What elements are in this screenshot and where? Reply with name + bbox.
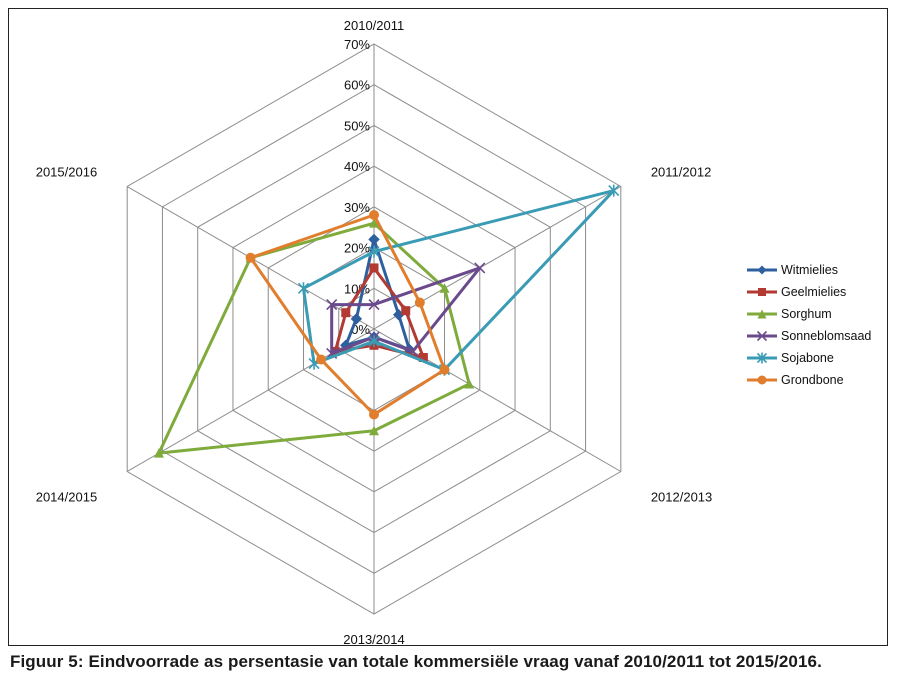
legend-label: Sonneblomsaad: [781, 329, 872, 343]
axis-label: 2013/2014: [343, 632, 404, 645]
legend-item-witmielies: Witmielies: [747, 259, 871, 281]
data-point-witmielies: [350, 313, 363, 325]
axis-label: 2015/2016: [36, 165, 97, 180]
data-point-sonneblomsaad: [474, 262, 486, 274]
legend-label: Sojabone: [781, 351, 834, 365]
legend-label: Witmielies: [781, 263, 838, 277]
legend-label: Sorghum: [781, 307, 832, 321]
axis-label: 2010/2011: [344, 18, 405, 33]
data-point-geelmielies: [369, 263, 379, 273]
legend-swatch: [747, 265, 777, 275]
data-point-grondbone: [414, 297, 425, 308]
data-point-sorghum: [369, 218, 379, 228]
axis-label: 2014/2015: [36, 490, 97, 505]
legend-item-geelmielies: Geelmielies: [747, 281, 871, 303]
axis-spoke-1: [373, 186, 622, 330]
tick-label: 40%: [344, 159, 370, 174]
data-point-grondbone: [316, 354, 327, 365]
legend-swatch: [747, 330, 777, 342]
axis-label: 2011/2012: [651, 165, 712, 180]
data-point-grondbone: [439, 364, 450, 375]
data-point-geelmielies: [341, 308, 351, 318]
data-point-sorghum: [369, 425, 379, 436]
data-point-grondbone: [245, 252, 256, 263]
data-point-witmielies: [368, 233, 380, 246]
figure-caption: Figuur 5: Eindvoorrade as persentasie va…: [10, 652, 822, 671]
data-point-sojabone: [297, 282, 310, 295]
tick-label: 0%: [351, 322, 370, 337]
data-point-sorghum: [464, 378, 475, 389]
tick-label: 70%: [344, 37, 370, 52]
data-point-grondbone: [369, 409, 379, 420]
tick-label: 50%: [344, 118, 370, 133]
legend-item-sorghum: Sorghum: [747, 303, 871, 325]
data-point-sojabone: [368, 245, 380, 258]
tick-label: 30%: [344, 200, 370, 215]
data-point-sojabone: [608, 184, 620, 197]
data-point-geelmielies: [401, 306, 411, 316]
tick-label: 60%: [344, 78, 370, 93]
legend-item-grondbone: Grondbone: [747, 369, 871, 391]
chart-frame: 0% 10% 20% 30% 40% 50% 60% 70% 2010/2011 2011/201…: [8, 8, 888, 646]
legend: Witmielies Geelmielies Sorghum Sonneblomsaa…: [747, 259, 871, 391]
data-point-geelmielies: [418, 353, 428, 362]
data-point-grondbone: [369, 210, 379, 220]
legend-item-sojabone: Sojabone: [747, 347, 871, 369]
legend-label: Geelmielies: [781, 285, 847, 299]
legend-swatch: [747, 288, 777, 296]
legend-swatch: [747, 375, 777, 385]
axis-label: 2012/2013: [651, 490, 712, 505]
legend-item-sonneblomsaad: Sonneblomsaad: [747, 325, 871, 347]
data-point-sorghum: [153, 448, 164, 458]
legend-swatch: [747, 309, 777, 319]
legend-swatch: [747, 352, 777, 364]
data-point-sojabone: [368, 335, 380, 348]
data-point-sonneblomsaad: [326, 299, 338, 311]
data-point-sorghum: [439, 283, 450, 293]
legend-label: Grondbone: [781, 373, 844, 387]
tick-label: 20%: [344, 241, 370, 256]
data-point-sonneblomsaad: [368, 299, 380, 311]
radar-chart: 0%10%20%30%40%50%60%70%2010/20112011/201…: [36, 18, 713, 645]
